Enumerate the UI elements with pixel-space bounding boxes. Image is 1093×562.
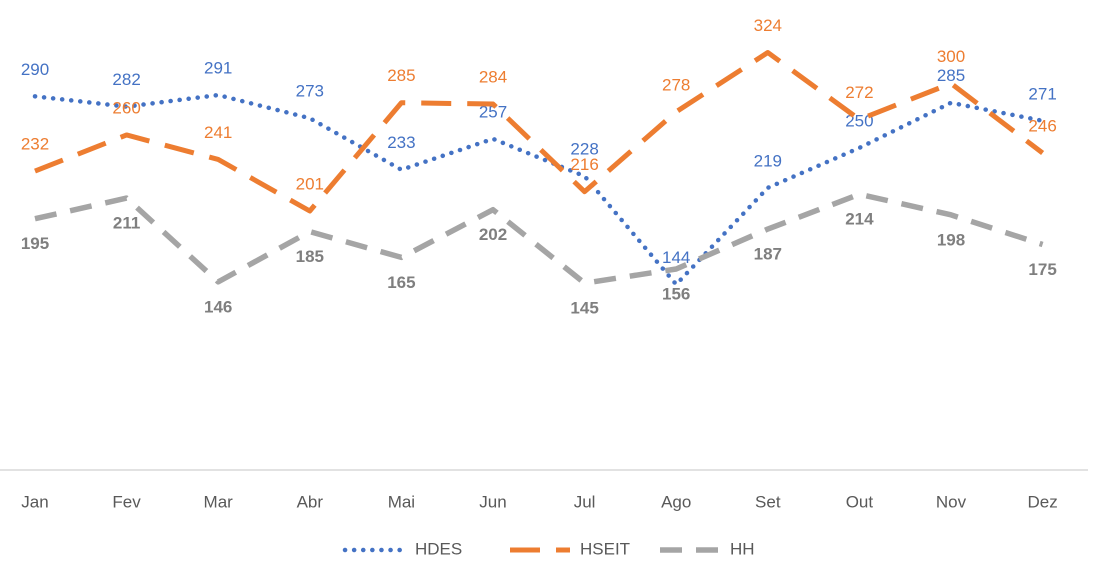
series-line xyxy=(34,50,1045,214)
x-tick-label: Mar xyxy=(204,492,234,511)
data-label: 233 xyxy=(387,133,415,152)
data-label: 291 xyxy=(204,59,232,78)
legend-label: HDES xyxy=(415,539,462,558)
x-tick-label: Fev xyxy=(112,492,141,511)
series-line xyxy=(34,191,1044,286)
x-tick-label: Jun xyxy=(479,492,506,511)
data-label: 300 xyxy=(937,47,965,66)
data-label: 198 xyxy=(937,230,965,249)
data-label: 216 xyxy=(570,155,598,174)
data-label: 272 xyxy=(845,83,873,102)
data-label: 219 xyxy=(754,151,782,170)
data-label: 214 xyxy=(845,210,874,229)
data-label: 146 xyxy=(204,297,232,316)
data-label: 257 xyxy=(479,102,507,121)
data-label: 201 xyxy=(296,174,324,193)
data-label: 324 xyxy=(754,16,782,35)
data-label: 273 xyxy=(296,82,324,101)
x-tick-label: Set xyxy=(755,492,781,511)
data-label: 290 xyxy=(21,60,49,79)
data-label: 271 xyxy=(1028,84,1056,103)
data-label: 175 xyxy=(1028,260,1056,279)
x-tick-label: Out xyxy=(846,492,874,511)
data-label: 185 xyxy=(296,247,324,266)
data-label: 144 xyxy=(662,248,690,267)
data-label: 195 xyxy=(21,234,49,253)
data-label: 278 xyxy=(662,75,690,94)
data-label: 232 xyxy=(21,135,49,154)
data-label: 241 xyxy=(204,123,232,142)
data-label: 246 xyxy=(1028,116,1056,135)
data-label: 285 xyxy=(937,66,965,85)
legend-label: HSEIT xyxy=(580,539,630,558)
data-label: 156 xyxy=(662,284,690,303)
x-tick-label: Abr xyxy=(297,492,324,511)
data-label: 228 xyxy=(570,140,598,159)
x-tick-label: Jul xyxy=(574,492,596,511)
x-tick-label: Nov xyxy=(936,492,967,511)
series-line xyxy=(32,92,1045,287)
data-label: 187 xyxy=(754,245,782,264)
data-label: 282 xyxy=(112,70,140,89)
x-tick-label: Jan xyxy=(21,492,48,511)
data-label: 260 xyxy=(112,98,140,117)
data-label: 165 xyxy=(387,273,415,292)
data-label: 284 xyxy=(479,68,507,87)
data-label: 285 xyxy=(387,66,415,85)
data-label: 145 xyxy=(570,299,598,318)
data-label: 202 xyxy=(479,225,507,244)
x-tick-label: Dez xyxy=(1027,492,1057,511)
data-label: 211 xyxy=(113,214,140,233)
x-tick-label: Mai xyxy=(388,492,415,511)
legend-label: HH xyxy=(730,539,755,558)
x-tick-label: Ago xyxy=(661,492,691,511)
